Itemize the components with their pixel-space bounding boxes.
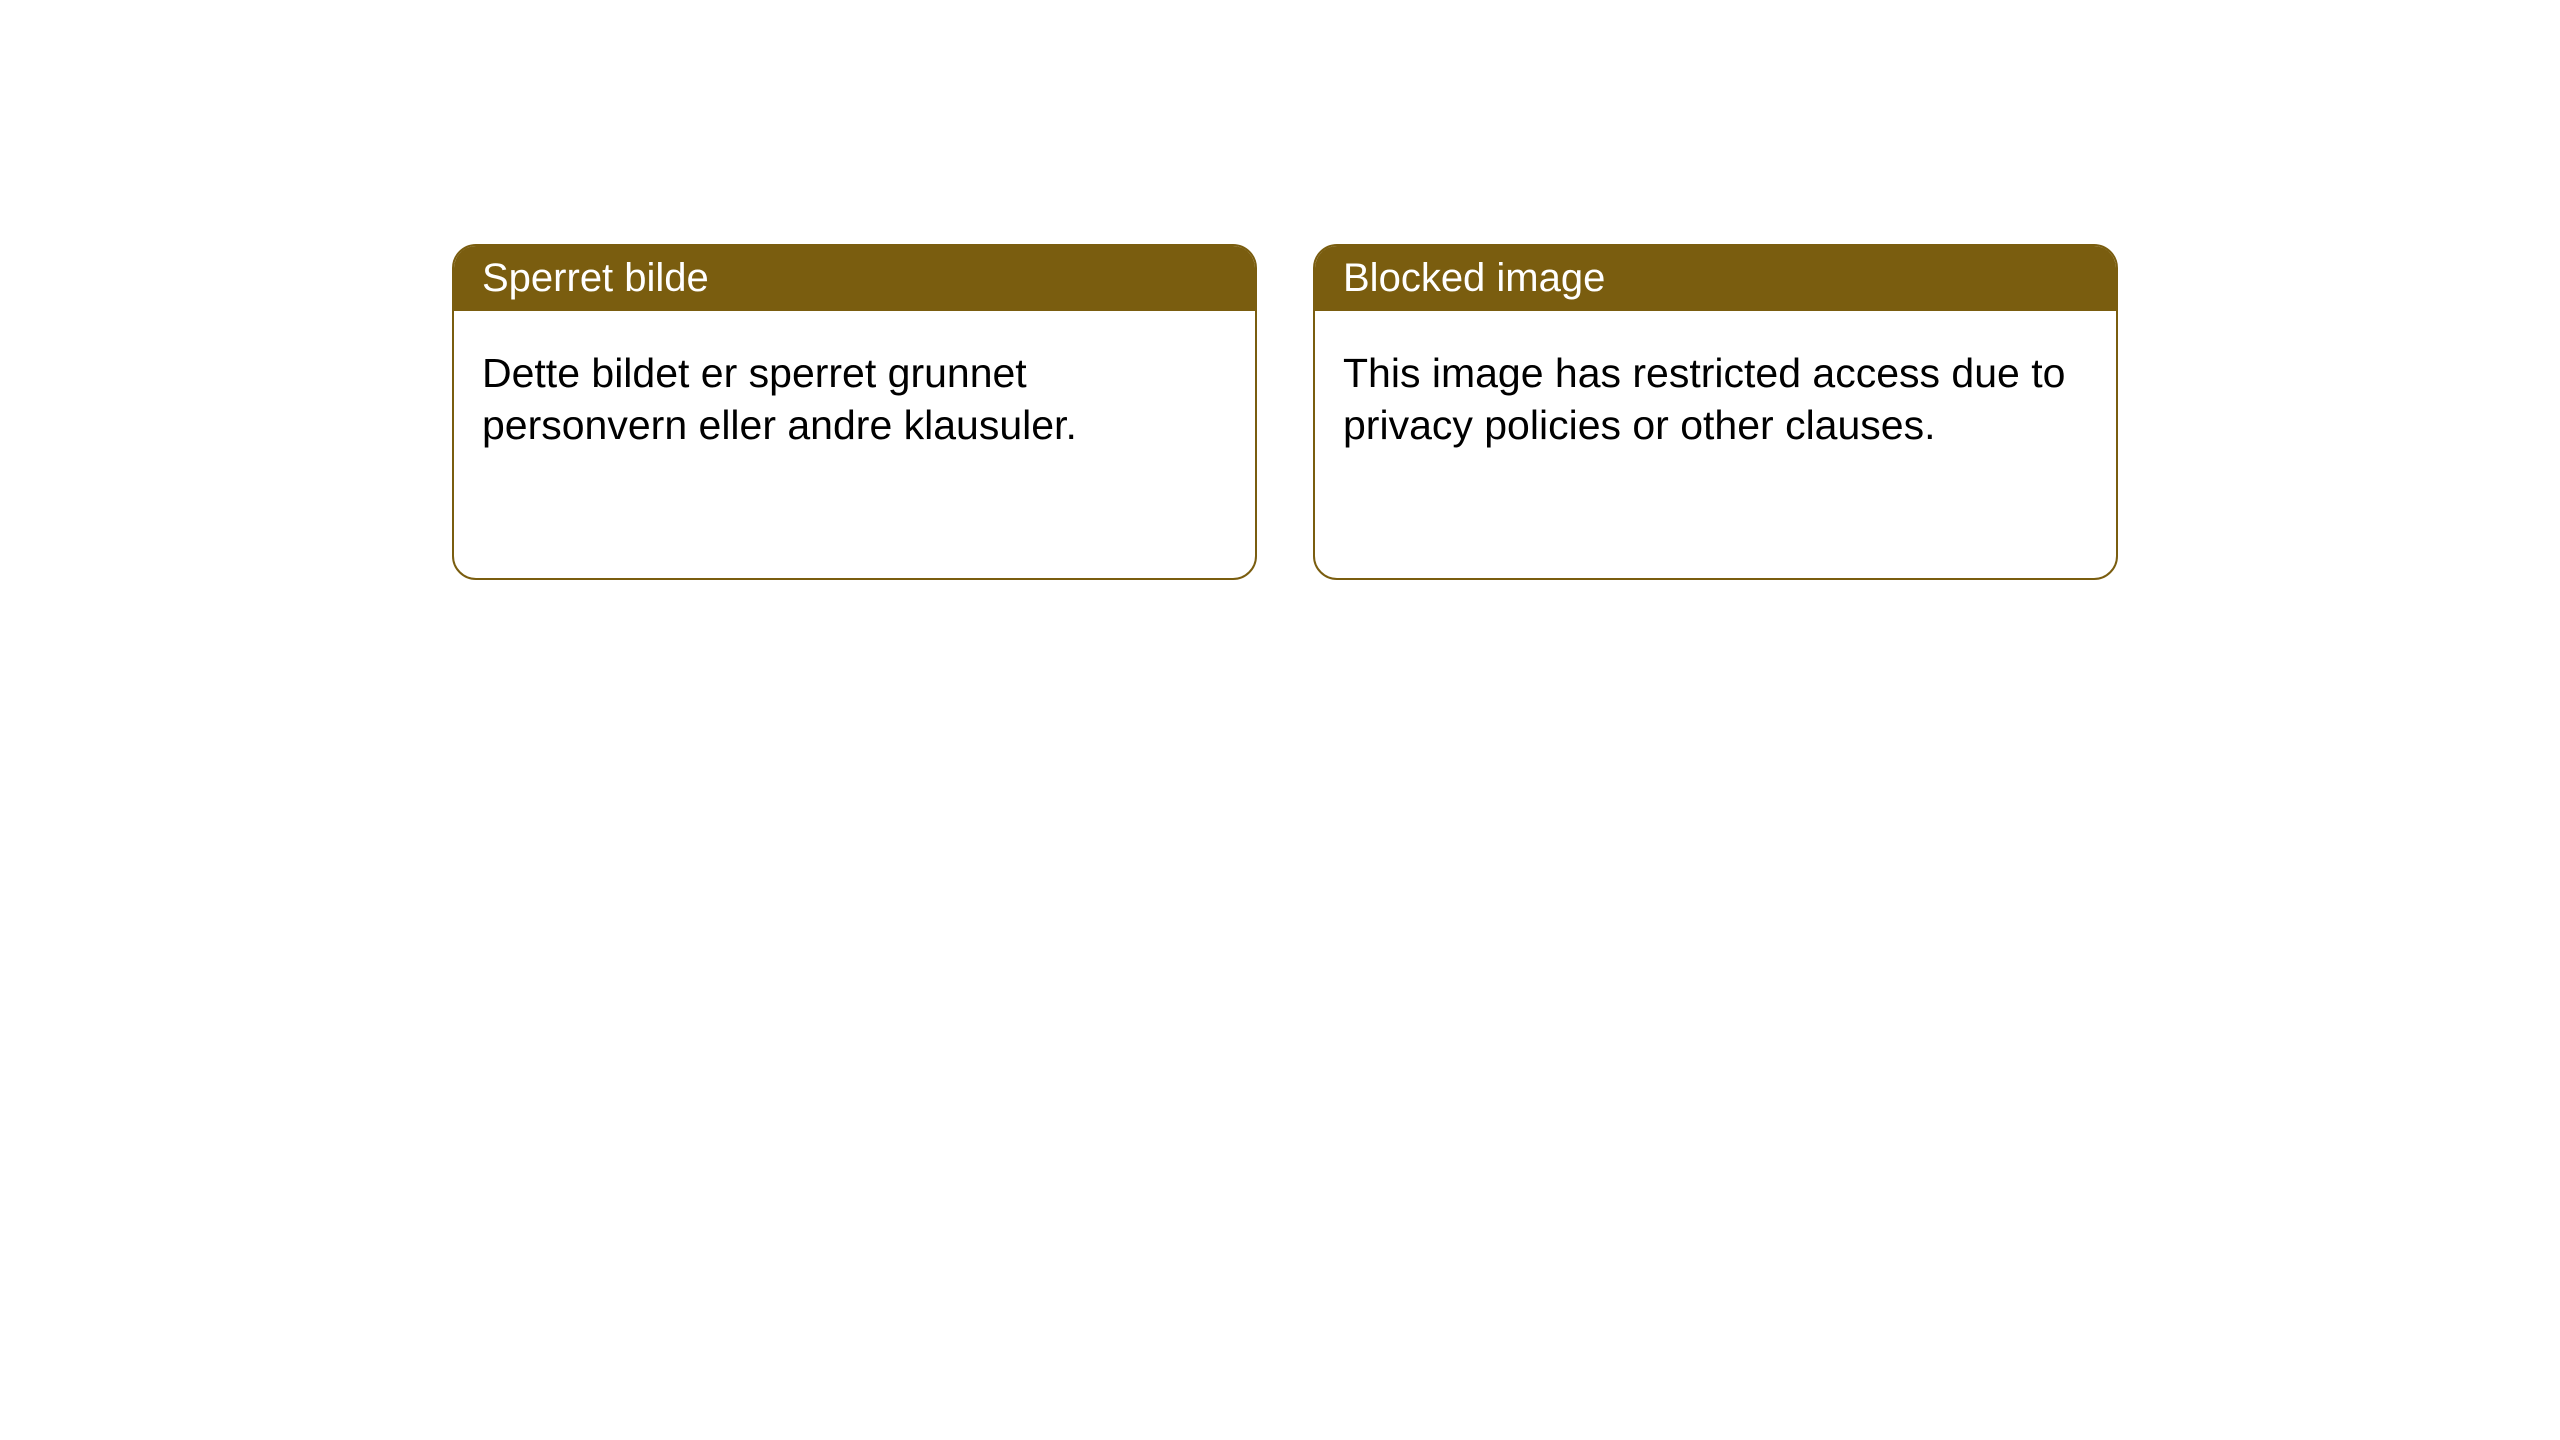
notice-header: Blocked image — [1315, 246, 2116, 311]
notice-body: This image has restricted access due to … — [1315, 311, 2116, 488]
notice-card-english: Blocked image This image has restricted … — [1313, 244, 2118, 580]
notice-card-norwegian: Sperret bilde Dette bildet er sperret gr… — [452, 244, 1257, 580]
notice-container: Sperret bilde Dette bildet er sperret gr… — [0, 0, 2560, 580]
notice-header: Sperret bilde — [454, 246, 1255, 311]
notice-body: Dette bildet er sperret grunnet personve… — [454, 311, 1255, 488]
